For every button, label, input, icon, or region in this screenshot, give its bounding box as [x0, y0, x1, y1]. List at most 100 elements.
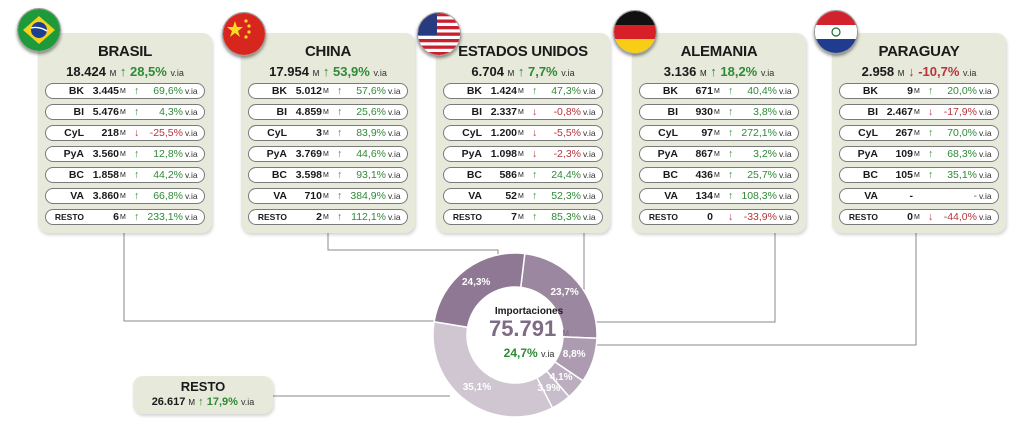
category-label: BI — [276, 106, 288, 118]
country-total-unit: M — [312, 69, 320, 78]
trend-arrow-icon: ↑ — [928, 169, 934, 181]
category-value: 930 — [695, 106, 713, 118]
donut-change-via: v.ia — [541, 349, 555, 359]
category-value: 436 — [695, 169, 713, 181]
category-value: 5.476 — [92, 106, 119, 118]
category-via: v.ia — [979, 107, 992, 117]
category-pct: -44,0% — [943, 211, 977, 223]
category-row: CyL 267 M ↑ 70,0% v.ia — [839, 125, 999, 141]
category-value: 1.098 — [490, 148, 517, 160]
category-via: v.ia — [583, 86, 596, 96]
category-via: v.ia — [185, 107, 198, 117]
category-via: v.ia — [388, 170, 401, 180]
category-row: BI 930 M ↑ 3,8% v.ia — [639, 104, 799, 120]
paraguay-flag-icon — [814, 10, 858, 54]
category-value: 710 — [304, 190, 322, 202]
category-label: RESTO — [648, 212, 678, 222]
category-value: 7 — [511, 211, 517, 223]
category-unit: M — [714, 172, 720, 179]
category-pct: 233,1% — [147, 211, 183, 223]
category-unit: M — [518, 88, 524, 95]
category-label: CyL — [462, 127, 482, 139]
category-row: BK 5.012 M ↑ 57,6% v.ia — [248, 83, 408, 99]
country-total-via: v.ia — [963, 68, 977, 78]
country-total: 17.954 — [269, 64, 309, 79]
category-value: 1.200 — [490, 127, 517, 139]
category-label: VA — [468, 190, 482, 202]
category-row: BC 1.858 M ↑ 44,2% v.ia — [45, 167, 205, 183]
category-row: BK 1.424 M ↑ 47,3% v.ia — [443, 83, 603, 99]
category-label: RESTO — [54, 212, 84, 222]
country-total-pct: -10,7% — [918, 64, 960, 79]
category-via: v.ia — [979, 128, 992, 138]
country-total-via: v.ia — [760, 68, 775, 78]
category-pct: 24,4% — [551, 169, 581, 181]
brazil-flag-icon — [17, 8, 61, 52]
imports-donut-chart — [432, 252, 598, 418]
resto-total: 26.617 — [151, 396, 186, 408]
category-via: v.ia — [185, 86, 198, 96]
category-via: v.ia — [583, 170, 596, 180]
category-unit: M — [323, 130, 329, 137]
category-pct: 112,1% — [351, 211, 386, 223]
category-value: 1.858 — [92, 169, 119, 181]
category-value: 2.337 — [490, 106, 517, 118]
donut-slice-label: 23,7% — [550, 286, 579, 298]
resto-via: v.ia — [240, 397, 255, 407]
category-pct: 25,6% — [356, 106, 386, 118]
category-label: BC — [271, 169, 287, 181]
country-total-unit: M — [699, 69, 707, 78]
usa-flag-icon — [417, 12, 461, 56]
category-via: v.ia — [779, 170, 792, 180]
trend-arrow-icon: ↓ — [134, 127, 140, 139]
trend-arrow-icon: ↑ — [728, 127, 734, 139]
category-via: v.ia — [583, 107, 596, 117]
category-pct: -17,9% — [943, 106, 977, 118]
trend-arrow-icon: ↑ — [928, 148, 934, 160]
trend-arrow-icon: ↑ — [134, 106, 140, 118]
category-unit: M — [714, 88, 720, 95]
trend-arrow-icon: ↑ — [728, 106, 734, 118]
category-value: 0 — [907, 211, 913, 223]
category-pct: 83,9% — [356, 127, 386, 139]
trend-arrow-icon: ↓ — [928, 106, 934, 118]
category-unit: M — [120, 88, 126, 95]
category-list: BK 671 M ↑ 40,4% v.ia BI 930 M ↑ 3,8% v.ia CyL 97 M ↑ 27… — [639, 83, 799, 230]
category-label: VA — [864, 190, 878, 202]
resto-arrow-icon: ↑ — [198, 396, 204, 408]
category-row: RESTO 2 M ↑ 112,1% v.ia — [248, 209, 408, 225]
category-label: BK — [662, 85, 678, 97]
category-unit: M — [714, 109, 720, 116]
category-unit: M — [120, 193, 126, 200]
category-label: CyL — [858, 127, 878, 139]
category-via: v.ia — [388, 149, 401, 159]
category-pct: 93,1% — [356, 169, 386, 181]
country-total-pct: 28,5% — [129, 64, 167, 79]
category-label: BK — [862, 85, 878, 97]
country-total-pct: 7,7% — [527, 64, 558, 79]
category-unit: M — [323, 109, 329, 116]
category-pct: 69,6% — [153, 85, 183, 97]
resto-card: RESTO 26.617 M ↑ 17,9% v.ia — [133, 376, 273, 414]
resto-name: RESTO — [180, 379, 226, 394]
donut-slice-label: 24,3% — [461, 277, 491, 289]
trend-arrow-icon: ↑ — [728, 85, 734, 97]
trend-arrow-icon: ↑ — [728, 148, 734, 160]
country-total: 3.136 — [663, 64, 697, 79]
resto-total-line: 26.617 M ↑ 17,9% v.ia — [133, 396, 273, 408]
category-label: BK — [466, 85, 482, 97]
category-unit: M — [914, 151, 920, 158]
category-via: v.ia — [388, 107, 401, 117]
category-label: BC — [68, 169, 84, 181]
country-name: BRASIL — [97, 43, 153, 60]
category-label: BI — [667, 106, 679, 118]
category-row: BI 5.476 M ↑ 4,3% v.ia — [45, 104, 205, 120]
category-unit: M — [714, 130, 720, 137]
donut-slice — [432, 320, 554, 418]
country-total-via: v.ia — [561, 68, 575, 78]
donut-slice-label: 35,1% — [462, 381, 492, 393]
category-pct: 44,2% — [153, 169, 183, 181]
category-via: v.ia — [185, 191, 198, 201]
donut-slice — [433, 252, 526, 329]
donut-change-pct: 24,7% — [503, 346, 538, 360]
